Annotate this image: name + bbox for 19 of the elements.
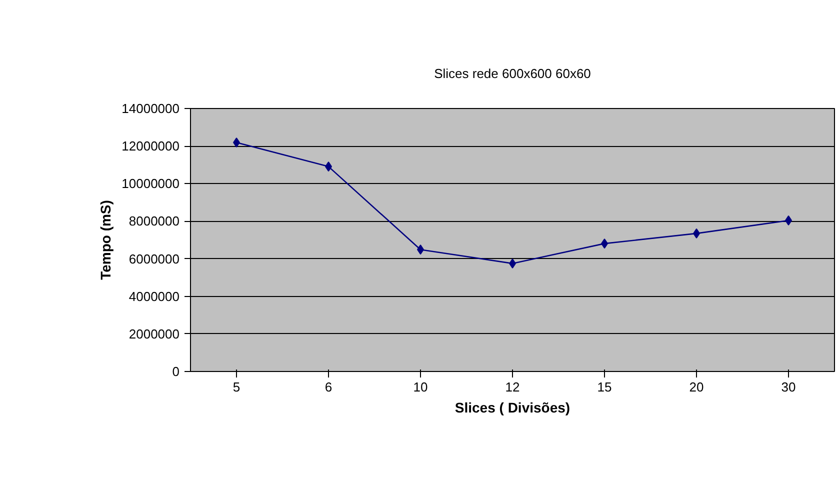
y-tick-label: 14000000 <box>122 101 180 116</box>
x-tick-label: 10 <box>413 380 428 394</box>
x-tick-label: 15 <box>597 380 612 394</box>
x-axis-title: Slices ( Divisões) <box>454 400 570 416</box>
y-tick-label: 0 <box>172 364 180 379</box>
x-tick-label: 5 <box>232 380 240 394</box>
x-tick-label: 12 <box>505 380 520 394</box>
y-tick-label: 2000000 <box>128 326 180 342</box>
point <box>233 138 240 148</box>
y-tick-label: 8000000 <box>128 214 180 229</box>
chart-title: Slices rede 600x600 60x60 <box>434 66 591 81</box>
x-tick-label: 30 <box>781 380 796 394</box>
x-tick-label: 20 <box>689 380 704 394</box>
y-tick-label: 6000000 <box>128 251 180 266</box>
y-tick-label: 10000000 <box>122 176 180 192</box>
y-tick-label: 4000000 <box>128 288 180 304</box>
y-axis-title: Tempo (mS) <box>98 200 114 280</box>
y-tick-label: 12000000 <box>122 138 180 154</box>
x-tick-label: 6 <box>324 380 332 394</box>
